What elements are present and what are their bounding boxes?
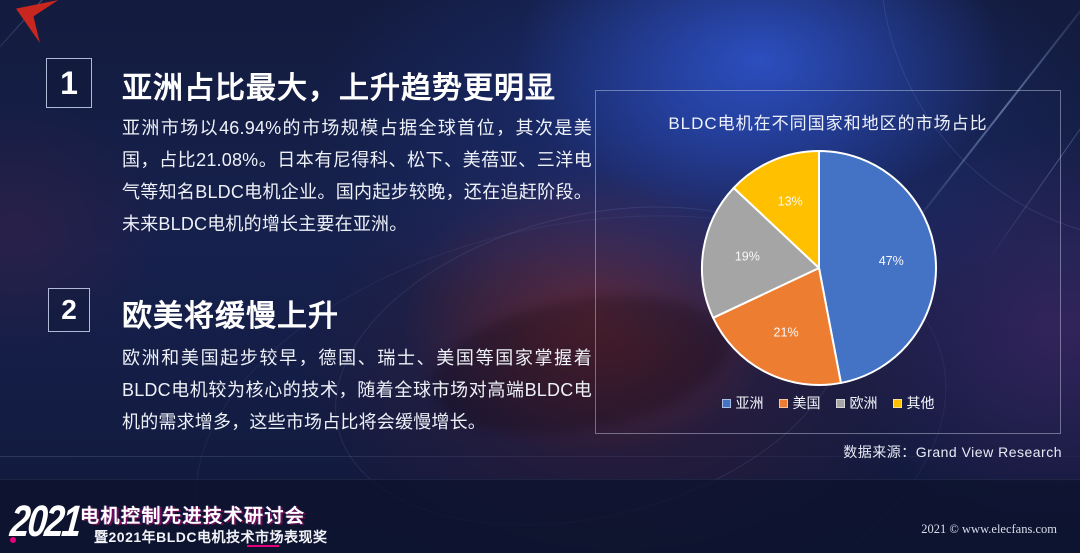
event-subtitle: 暨2021年BLDC电机技术市场表现奖: [94, 529, 328, 545]
section-2-body: 欧洲和美国起步较早，德国、瑞士、美国等国家掌握着BLDC电机较为核心的技术，随着…: [122, 348, 592, 432]
legend-item-欧洲: 欧洲: [835, 393, 878, 413]
legend-swatch: [892, 398, 902, 408]
section-1-number-box: 1: [46, 58, 92, 108]
background-horizontal-line: [0, 456, 1080, 457]
section-2-title: 欧美将缓慢上升: [122, 300, 339, 333]
legend-label: 美国: [792, 395, 821, 411]
legend-label: 其他: [906, 395, 935, 411]
legend-swatch: [778, 398, 788, 408]
section-2-number-box: 2: [48, 288, 90, 332]
pie-slice-欧洲: [701, 186, 820, 319]
chart-panel: 47% 21% 19% 13% BLDC电机在不同国家和地区的市场占比 亚洲 美国 欧洲 其…: [595, 90, 1061, 434]
logo-year-2021: 2021: [8, 497, 82, 546]
event-title: 电机控制先进技术研讨会: [80, 506, 306, 527]
legend-item-其他: 其他: [892, 393, 935, 413]
pie-slice-label: 21%: [774, 326, 799, 340]
section-1-body: 亚洲市场以46.94%的市场规模占据全球首位，其次是美国，占比21.08%。日本…: [122, 118, 592, 234]
legend-item-美国: 美国: [778, 393, 821, 413]
footer: 2021 电机控制先进技术研讨会 暨2021年BLDC电机技术市场表现奖 202…: [0, 479, 1080, 553]
pie-chart: 47% 21% 19% 13%: [701, 150, 937, 386]
pie-slice-label: 19%: [735, 250, 760, 264]
red-corner-marker: [16, 0, 59, 43]
section-1-number: 1: [60, 64, 78, 101]
logo-accent-dot: [10, 537, 16, 543]
section-1-title: 亚洲占比最大，上升趋势更明显: [122, 72, 556, 105]
copyright: 2021 © www.elecfans.com: [921, 522, 1057, 536]
chart-legend: 亚洲 美国 欧洲 其他: [596, 393, 1060, 413]
legend-label: 亚洲: [735, 395, 764, 411]
legend-item-亚洲: 亚洲: [721, 393, 764, 413]
legend-label: 欧洲: [849, 395, 878, 411]
data-source-note: 数据来源：Grand View Research: [843, 444, 1062, 460]
pie-slice-其他: [732, 150, 820, 269]
section-2-number: 2: [61, 294, 77, 325]
event-underline-accent: [247, 545, 279, 547]
pie-slice-亚洲: [818, 150, 937, 384]
pie-slice-label: 13%: [778, 194, 803, 208]
chart-title: BLDC电机在不同国家和地区的市场占比: [668, 114, 988, 133]
pie-slice-美国: [712, 267, 842, 386]
legend-swatch: [721, 398, 731, 408]
legend-swatch: [835, 398, 845, 408]
pie-slice-label: 47%: [879, 254, 904, 268]
